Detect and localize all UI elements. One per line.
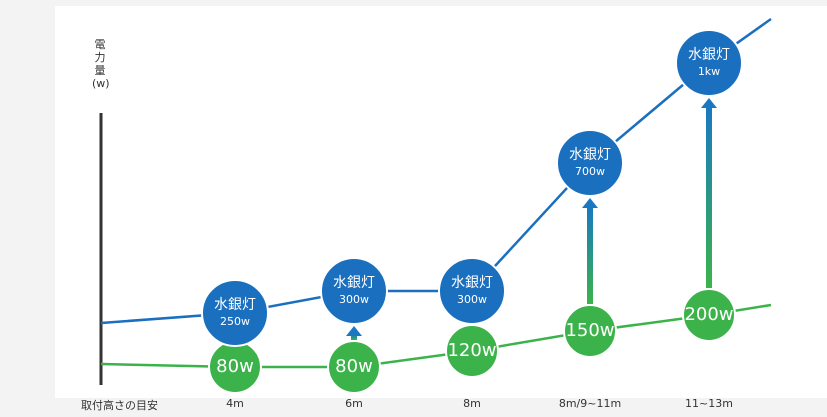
- replacement-bubble-4m: 80w: [208, 340, 262, 394]
- replacement-bubble-8m-9-11m: 150w: [563, 304, 617, 358]
- mercury-watt-11-13m: 1kw: [697, 65, 721, 78]
- reduction-arrow-head-6m: [346, 326, 362, 336]
- mercury-bubble-11-13m: 水銀灯 1kw: [675, 29, 743, 97]
- mercury-watt-4m: 250w: [220, 315, 250, 328]
- replacement-watt-8m: 120w: [447, 340, 497, 361]
- mercury-bubble-4m: 水銀灯 250w: [201, 279, 269, 347]
- reduction-arrow-shaft-8m-9-11m: [587, 207, 593, 304]
- mercury-name-6m: 水銀灯: [333, 275, 375, 291]
- mercury-bubble-8m: 水銀灯 300w: [438, 257, 506, 325]
- mercury-name-11-13m: 水銀灯: [688, 47, 730, 63]
- mercury-watt-8m: 300w: [457, 293, 487, 306]
- reduction-arrow-head-8m-9-11m: [582, 198, 598, 208]
- reduction-arrow-shaft-11-13m: [706, 107, 712, 288]
- reduction-arrows: [346, 98, 717, 340]
- reduction-arrow-head-11-13m: [701, 98, 717, 108]
- y-axis-label: 電力量(w): [92, 38, 110, 90]
- replacement-watt-6m: 80w: [335, 356, 373, 377]
- replacement-watt-8m-9-11m: 150w: [565, 320, 615, 341]
- mercury-watt-8m-9-11m: 700w: [575, 165, 605, 178]
- replacement-bubble-8m: 120w: [445, 324, 499, 378]
- replacement-watt-11-13m: 200w: [684, 304, 734, 325]
- mercury-name-4m: 水銀灯: [214, 297, 256, 313]
- x-tick-11-13m: 11~13m: [685, 397, 733, 410]
- mercury-lamp-line: [100, 17, 772, 325]
- mercury-name-8m: 水銀灯: [451, 275, 493, 291]
- mercury-bubble-6m: 水銀灯 300w: [320, 257, 388, 325]
- replacement-watt-4m: 80w: [216, 356, 254, 377]
- replacement-bubble-11-13m: 200w: [682, 288, 736, 342]
- x-tick-4m: 4m: [226, 397, 244, 410]
- mercury-series-line: [100, 17, 772, 325]
- x-axis-label: 取付高さの目安: [81, 399, 158, 412]
- x-tick-6m: 6m: [345, 397, 363, 410]
- mercury-bubble-8m-9-11m: 水銀灯 700w: [556, 129, 624, 197]
- mercury-name-8m-9-11m: 水銀灯: [569, 147, 611, 163]
- x-tick-8m: 8m: [463, 397, 481, 410]
- replacement-bubble-6m: 80w: [327, 340, 381, 394]
- reduction-arrow-shaft-6m: [351, 335, 357, 340]
- mercury-watt-6m: 300w: [339, 293, 369, 306]
- x-tick-8m-9-11m: 8m/9~11m: [558, 397, 622, 410]
